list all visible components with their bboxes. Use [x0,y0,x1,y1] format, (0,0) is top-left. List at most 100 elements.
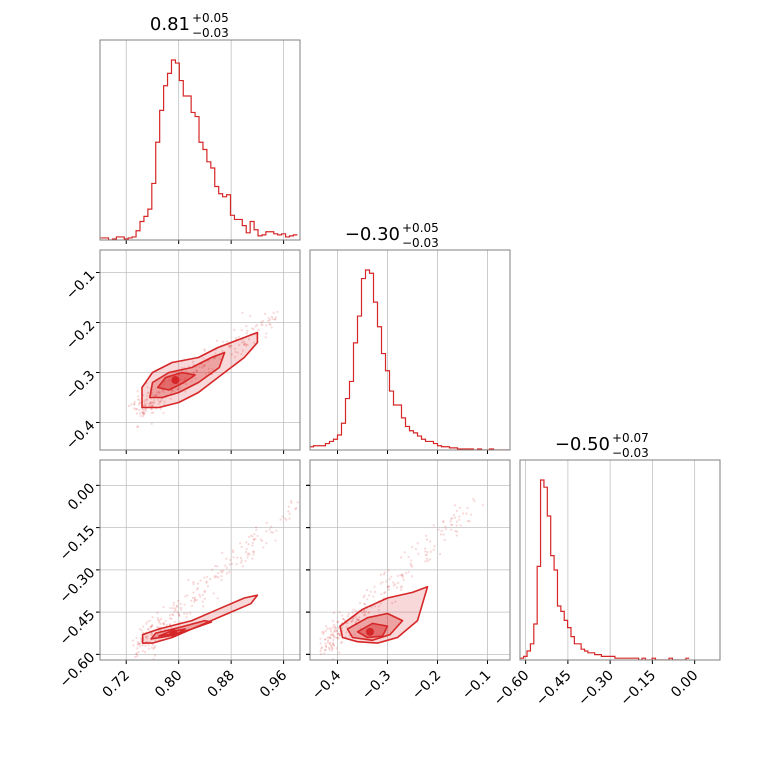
sample-point [259,538,262,541]
sample-point [333,629,336,632]
sample-point [214,352,217,355]
sample-point [199,595,202,598]
sample-point [327,646,331,650]
sample-point [347,612,350,616]
sample-point [156,611,159,614]
sample-point [168,614,172,617]
sample-point [146,397,149,401]
sample-point [199,579,202,582]
density-peak [366,627,374,636]
sample-point [164,619,167,622]
sample-point [342,618,345,621]
sample-point [407,570,410,573]
sample-point [331,619,335,623]
sample-point [455,534,458,537]
sample-point [156,634,159,637]
sample-point [234,350,237,353]
sample-point [143,402,146,405]
y-tick-label: −0.3 [63,368,98,403]
histogram-steps [100,59,298,240]
sample-point [251,327,254,330]
title-upper: +0.07 [612,431,649,445]
sample-point [235,337,238,340]
sample-point [146,620,149,623]
sample-point [426,551,429,554]
sample-point [362,610,366,613]
sample-point [162,605,165,609]
sample-point [160,617,163,620]
sample-point [346,615,349,618]
sample-point [330,646,333,649]
sample-point [397,581,400,585]
sample-point [333,636,336,639]
sample-point [207,359,210,362]
sample-point [265,530,268,533]
sample-point [336,636,339,639]
sample-point [345,631,348,634]
sample-point [461,512,465,515]
x-tick-label: 0.72 [100,668,133,701]
panel-border [99,459,301,661]
sample-point [424,550,427,553]
sample-point [133,400,136,403]
sample-point [225,557,228,560]
sample-point [162,391,165,394]
sample-point [245,331,248,335]
sample-point [178,614,181,617]
sample-point [239,556,243,560]
sample-point [402,578,405,582]
sample-point [252,341,256,344]
sample-point [214,564,217,568]
sample-point [400,556,403,559]
sample-point [369,590,372,593]
sample-point [268,318,271,321]
sample-point [319,652,322,655]
sample-point [228,570,231,574]
sample-point [363,594,366,597]
sample-point [215,575,218,578]
sample-point [206,585,209,588]
sample-point [261,539,264,542]
sample-point [162,383,165,386]
sample-point [411,565,414,568]
sample-point [151,623,154,627]
sample-point [226,340,229,343]
sample-point [150,646,154,649]
sample-point [190,380,194,383]
scatter-panel-1-2 [306,459,511,664]
sample-point [170,383,173,386]
sample-point [332,641,335,645]
panel-border [99,249,301,451]
sample-point [177,599,180,603]
sample-point [143,404,146,407]
sample-point [274,316,277,319]
sample-point [153,646,156,649]
sample-point [245,343,248,346]
sample-point [157,621,161,624]
sample-point [160,385,163,388]
sample-point [247,552,250,555]
sample-point [396,574,399,577]
sample-point [225,566,228,569]
sample-point [404,571,408,575]
sample-point [261,324,264,327]
sample-point [354,610,357,613]
sample-point [319,642,322,645]
sample-point [217,576,220,579]
panel-border [99,39,301,241]
sample-point [195,368,198,372]
sample-point [383,591,386,595]
sample-point [432,548,435,551]
sample-point [135,636,138,640]
sample-point [439,533,443,536]
sample-point [337,632,340,635]
sample-point [377,608,380,612]
sample-point [453,504,457,507]
sample-point [142,631,145,634]
sample-point [134,655,137,659]
sample-point [139,637,142,640]
title-value: −0.30 [345,224,400,245]
sample-point [144,408,147,411]
sample-point [437,528,440,531]
sample-point [139,401,142,404]
